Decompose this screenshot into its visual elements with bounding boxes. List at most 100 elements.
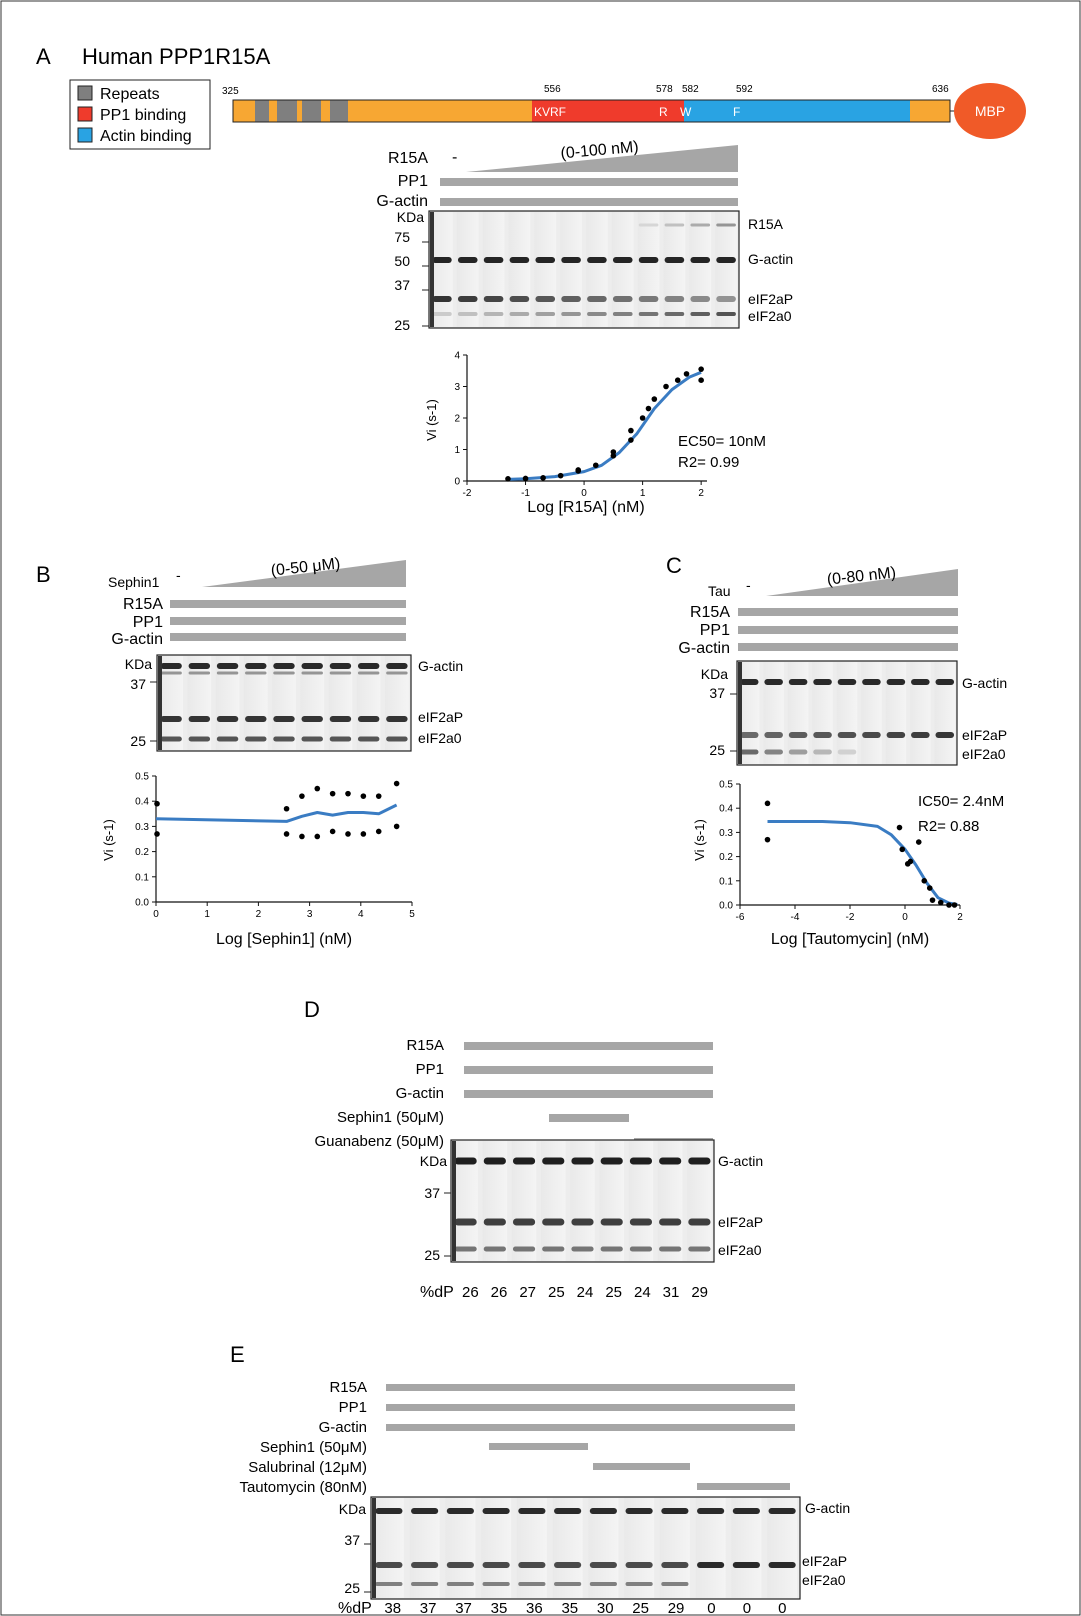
data-point <box>628 427 634 434</box>
gel-d-cond-pp1: PP1 <box>416 1061 444 1078</box>
gel-band <box>638 312 659 316</box>
pp1-binding-region <box>532 100 684 122</box>
gel-band <box>483 312 504 316</box>
gel-band <box>273 671 295 675</box>
gel-band <box>482 1508 510 1514</box>
data-point <box>764 800 771 807</box>
legend-label-repeats: Repeats <box>100 86 160 103</box>
panel-d-letter: D <box>304 997 320 1022</box>
gel-band <box>457 296 478 302</box>
gel-band <box>273 716 295 722</box>
repeat-1 <box>255 100 269 122</box>
gel-band <box>535 312 556 316</box>
panel-a-title: Human PPP1R15A <box>82 44 271 69</box>
dp-value: 24 <box>634 1284 651 1301</box>
gel-e-band-gactin: G-actin <box>805 1500 850 1516</box>
gel-band <box>216 716 239 722</box>
gel-band <box>764 749 783 755</box>
gel-band <box>216 671 239 675</box>
gel-band <box>739 679 759 685</box>
gel-d-marker-25: 25 <box>424 1247 440 1263</box>
gel-band <box>518 1562 546 1568</box>
gel-band <box>837 749 857 755</box>
gel-band <box>411 1562 439 1568</box>
gel-band <box>716 223 736 227</box>
y-tick-label: 0.4 <box>719 804 733 815</box>
data-point <box>645 405 652 412</box>
gel-d-band-eif2a0: eIF2a0 <box>718 1242 762 1258</box>
gel-band <box>739 749 759 755</box>
gel-band <box>690 257 711 263</box>
data-point <box>345 790 351 797</box>
data-point <box>946 902 952 908</box>
gel-band <box>301 663 323 669</box>
dp-value: 35 <box>491 1600 508 1616</box>
data-point <box>299 793 305 799</box>
dp-value: 26 <box>462 1284 479 1301</box>
gel-band <box>837 732 857 738</box>
data-point <box>628 437 634 443</box>
gel-band <box>483 296 504 302</box>
repeat-4 <box>330 100 348 122</box>
gel-lane <box>695 1498 726 1598</box>
gel-d-cond-guanabenz: Guanabenz (50μM) <box>314 1133 444 1150</box>
gel-band <box>509 312 530 316</box>
gel-band <box>813 679 832 685</box>
gel-band <box>245 716 267 722</box>
gel-b-marker-25: 25 <box>130 733 146 749</box>
domain-pos-592: 592 <box>736 84 753 95</box>
gel-band <box>542 1157 565 1165</box>
gel-band <box>716 312 736 316</box>
y-tick-label: 0.1 <box>135 872 149 883</box>
y-tick-label: 0.0 <box>135 898 149 909</box>
gel-band <box>542 1246 565 1252</box>
domain-diagram: 325 636 556 578 582 592 KVRF R W F MBP <box>222 83 1026 139</box>
data-point <box>592 462 599 469</box>
gel-c-cond-pp1: PP1 <box>700 622 730 639</box>
gel-lane <box>272 656 296 750</box>
y-tick-label: 0 <box>454 477 460 488</box>
dp-value: 31 <box>663 1284 680 1301</box>
data-point <box>557 472 564 479</box>
gel-b-marker-37: 37 <box>130 676 146 692</box>
plot-b-xlabel: Log [Sephin1] (nM) <box>216 931 352 948</box>
data-point <box>314 833 321 840</box>
gel-ladder <box>452 1141 456 1261</box>
gel-band <box>188 736 211 742</box>
gel-band <box>688 1246 711 1252</box>
gel-b-kda: KDa <box>125 656 152 672</box>
gel-band <box>273 663 295 669</box>
legend-box <box>69 79 211 150</box>
gel-band <box>509 257 530 263</box>
data-point <box>154 831 160 837</box>
gel-band <box>446 1582 474 1586</box>
data-point <box>639 415 646 421</box>
gel-lane <box>187 656 212 750</box>
gel-band <box>375 1582 403 1586</box>
dp-value: 25 <box>632 1600 649 1616</box>
gel-c-cond-tau: Tau <box>708 583 731 599</box>
gel-band <box>935 679 955 685</box>
data-point <box>329 828 336 835</box>
gel-a-dash: - <box>452 149 457 166</box>
gel-band <box>625 1508 653 1514</box>
y-tick-label: 0.0 <box>719 901 733 912</box>
plot-a-r2: R2= 0.99 <box>678 454 739 471</box>
data-point <box>937 899 944 906</box>
domain-pos-578: 578 <box>656 84 673 95</box>
gel-lane <box>836 662 858 764</box>
y-tick-label: 0.4 <box>135 797 149 808</box>
gel-ladder <box>158 656 162 750</box>
gel-band <box>457 257 478 263</box>
gel-band <box>697 1508 725 1514</box>
gel-band <box>216 663 239 669</box>
x-tick-label: 0 <box>581 488 587 499</box>
gel-band <box>357 671 380 675</box>
data-point <box>283 831 290 837</box>
panel-b-letter: B <box>36 562 51 587</box>
gel-b-band-eif2a0: eIF2a0 <box>418 730 462 746</box>
data-point <box>683 371 690 377</box>
gel-band <box>554 1582 582 1586</box>
gel-band <box>638 257 659 263</box>
gel-b-cond-pp1: PP1 <box>133 614 163 631</box>
